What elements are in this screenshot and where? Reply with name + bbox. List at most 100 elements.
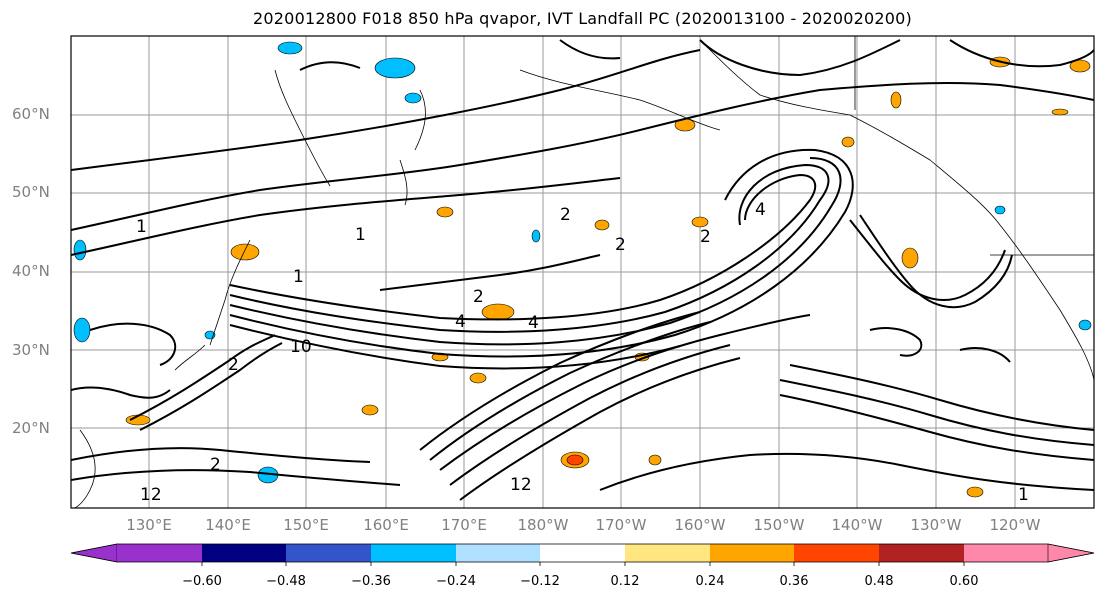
contour-label: 2 xyxy=(615,235,626,255)
alaska-south-coastline xyxy=(519,69,721,131)
contour-line xyxy=(429,321,711,461)
lon-label: 140°E xyxy=(205,516,251,534)
contour-line xyxy=(459,357,741,501)
colorbar-outline xyxy=(70,543,1095,563)
contour-line xyxy=(379,254,601,291)
contour-line xyxy=(89,322,177,366)
colorbar xyxy=(70,543,1095,566)
contour-line xyxy=(229,173,817,321)
colorbar-segment xyxy=(371,544,456,562)
contour-line xyxy=(299,61,361,71)
contour-label: 2 xyxy=(473,287,484,307)
contour-label: 1 xyxy=(355,225,366,245)
negative-anomaly-patch xyxy=(374,57,416,79)
negative-anomaly-patch xyxy=(404,92,422,104)
lon-label: 160°E xyxy=(363,516,409,534)
positive-anomaly-patch xyxy=(841,136,855,148)
colorbar-segment xyxy=(202,544,286,562)
north-america-west-coastline xyxy=(849,114,1094,381)
contours xyxy=(71,39,1094,501)
contour-labels: 1 1 1 2 2 2 2 4 4 4 10 2 2 12 12 1 xyxy=(136,200,1029,505)
contour-line xyxy=(229,148,854,358)
contour-line xyxy=(869,327,923,357)
alaska-coastline xyxy=(699,39,851,116)
lat-label-50n: 50°N xyxy=(12,183,50,201)
contour-line xyxy=(849,219,1006,301)
colorbar-tick-label: 0.60 xyxy=(949,574,979,589)
coastlines xyxy=(74,36,1094,508)
contour-line xyxy=(599,452,1094,491)
colorbar-tick-label: 0.48 xyxy=(864,574,894,589)
map-panel: 1 1 1 2 2 2 2 4 4 4 10 2 2 12 12 1 xyxy=(70,35,1095,509)
contour-label: 1 xyxy=(293,267,304,287)
colorbar-tick-label: 0.36 xyxy=(779,574,809,589)
contour-label: 1 xyxy=(1018,485,1029,505)
contour-line xyxy=(71,49,701,171)
contour-label: 12 xyxy=(510,475,532,495)
strong-positive-anomaly-patch xyxy=(566,454,584,466)
contour-label: 2 xyxy=(228,355,239,375)
contour-line xyxy=(949,39,1094,68)
contour-label: 2 xyxy=(700,227,711,247)
colorbar-segment xyxy=(879,544,964,562)
colorbar-segment xyxy=(625,544,710,562)
lat-label-30n: 30°N xyxy=(12,341,50,359)
lat-label-60n: 60°N xyxy=(12,105,50,123)
contour-line xyxy=(559,39,621,60)
negative-anomaly-patch xyxy=(73,317,91,343)
positive-anomaly-patch xyxy=(648,454,662,466)
negative-anomaly-patch xyxy=(277,41,303,55)
colorbar-segment xyxy=(117,544,202,562)
lon-label: 130°W xyxy=(910,516,962,534)
contour-line xyxy=(779,379,1094,446)
japan-coastline xyxy=(209,239,251,346)
lat-label-40n: 40°N xyxy=(12,262,50,280)
contour-line xyxy=(71,386,171,399)
contour-line xyxy=(71,469,401,486)
colorbar-segment xyxy=(964,544,1048,562)
negative-anomaly-patch xyxy=(73,239,87,261)
contour-label: 4 xyxy=(455,312,466,332)
contour-line xyxy=(859,214,1013,309)
aleutian-islands xyxy=(399,89,426,206)
contour-line xyxy=(229,324,681,370)
lon-label: 170°W xyxy=(595,516,647,534)
positive-anomaly-patch xyxy=(1051,108,1069,116)
colorbar-extend-max xyxy=(1047,543,1095,563)
positive-anomaly-patch xyxy=(1069,59,1091,73)
contour-line xyxy=(439,314,811,471)
colorbar-tick-label: 0.24 xyxy=(695,574,725,589)
contour-label: 2 xyxy=(560,205,571,225)
negative-anomaly-patch xyxy=(1078,319,1092,331)
positive-anomaly-patch xyxy=(691,216,709,228)
contour-line xyxy=(129,334,276,421)
colorbar-segment xyxy=(710,544,794,562)
contour-line xyxy=(699,39,901,77)
positive-anomaly-patch xyxy=(436,206,454,218)
positive-anomaly-patch xyxy=(890,91,902,109)
positive-anomaly-patch xyxy=(230,243,260,261)
colorbar-tick-label: −0.48 xyxy=(266,574,306,589)
positive-anomaly-patch xyxy=(481,303,515,321)
colorbar-segment xyxy=(540,544,625,562)
contour-line xyxy=(959,347,1011,363)
colorbar-tick-label: 0.12 xyxy=(610,574,640,589)
lon-label: 130°E xyxy=(126,516,172,534)
contour-line xyxy=(71,177,621,256)
contour-label: 4 xyxy=(755,200,766,220)
contour-line xyxy=(71,81,1094,231)
kamchatka-coastline xyxy=(274,69,331,187)
lon-label: 140°W xyxy=(831,516,883,534)
lon-label: 160°W xyxy=(674,516,726,534)
colorbar-tick-label: −0.36 xyxy=(351,574,391,589)
positive-anomaly-patch xyxy=(594,219,610,231)
contour-line xyxy=(789,364,1094,431)
contour-line xyxy=(71,447,371,463)
figure-title: 2020012800 F018 850 hPa qvapor, IVT Land… xyxy=(253,9,912,28)
contour-line xyxy=(419,311,701,451)
lon-label: 150°W xyxy=(753,516,805,534)
contour-line xyxy=(139,342,283,431)
colorbar-tick-label: −0.60 xyxy=(182,574,222,589)
colorbar-tick-label: −0.12 xyxy=(520,574,560,589)
